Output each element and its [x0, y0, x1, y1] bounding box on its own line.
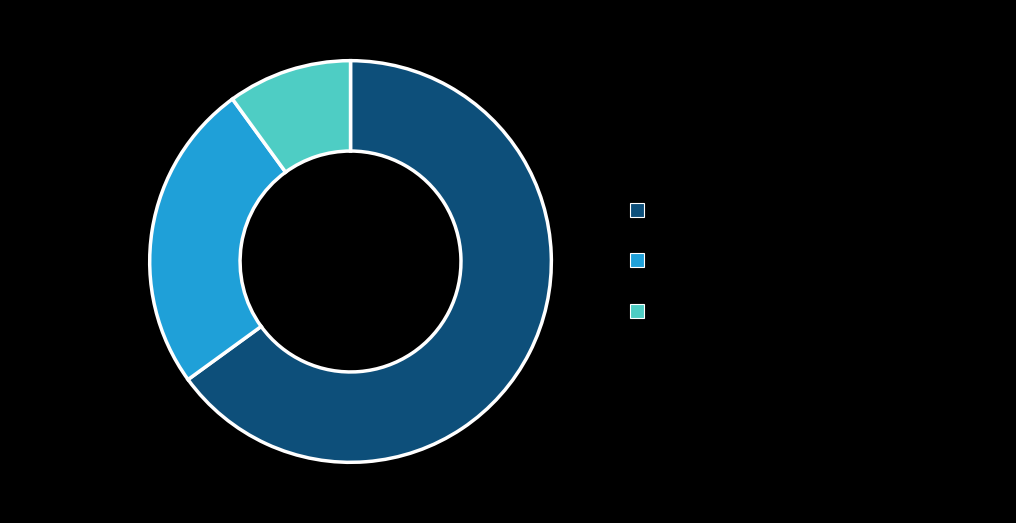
Wedge shape [149, 99, 285, 380]
Legend: U.S., Canada, Mexico: U.S., Canada, Mexico [621, 193, 733, 330]
Wedge shape [188, 61, 552, 462]
Wedge shape [233, 61, 351, 172]
